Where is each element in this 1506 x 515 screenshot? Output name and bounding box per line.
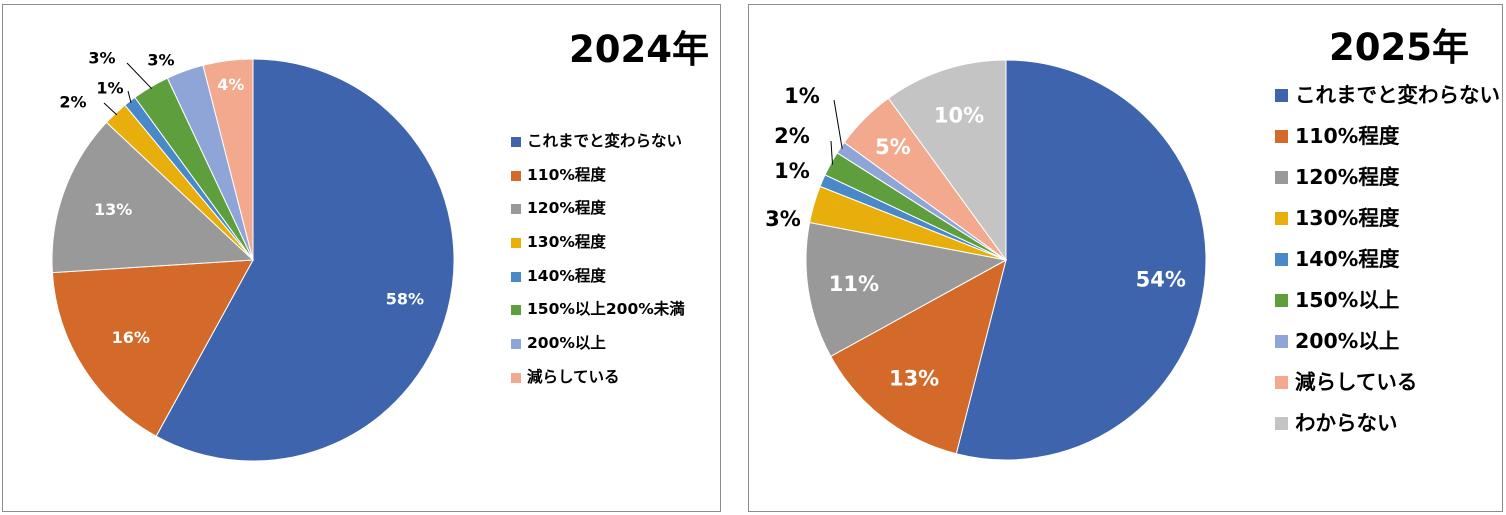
legend-swatch-2025-5 xyxy=(1275,294,1288,307)
legend-label-2025-0: これまでと変わらない xyxy=(1295,83,1500,107)
legend-swatch-2024-1 xyxy=(511,170,521,181)
legend-label-2025-5: 150%以上 xyxy=(1295,288,1400,312)
legend-label-2024-1: 110%程度 xyxy=(527,165,606,184)
legend-item-2025-7: 減らしている xyxy=(1275,368,1500,409)
data-label-2025-0: 54% xyxy=(1136,268,1186,292)
data-label-2024-0: 58% xyxy=(386,290,424,309)
data-label-2025-5: 2% xyxy=(774,124,810,148)
legend-item-2024-0: これまでと変わらない xyxy=(511,131,685,165)
pie-chart-2024: 58% 16% 13% 2% 1% 3% 3% 4% xyxy=(51,49,455,462)
legend-swatch-2025-8 xyxy=(1275,417,1288,430)
legend-label-2024-3: 130%程度 xyxy=(527,233,606,252)
data-label-2025-2: 11% xyxy=(829,272,879,296)
legend-item-2024-4: 140%程度 xyxy=(511,266,685,300)
leader-line-2024-5 xyxy=(126,62,153,90)
legend-label-2025-4: 140%程度 xyxy=(1295,247,1400,271)
legend-item-2024-2: 120%程度 xyxy=(511,198,685,232)
leader-line-2025-6 xyxy=(833,99,843,149)
legend-item-2025-4: 140%程度 xyxy=(1275,245,1500,286)
data-label-2025-8: 10% xyxy=(934,103,984,127)
data-label-2025-1: 13% xyxy=(889,367,939,391)
legend-item-2024-7: 減らしている xyxy=(511,367,685,401)
legend-label-2024-6: 200%以上 xyxy=(527,334,606,353)
legend-2025: これまでと変わらない 110%程度 120%程度 130%程度 140%程度 150%以上… xyxy=(1275,81,1500,450)
legend-2024: これまでと変わらない 110%程度 120%程度 130%程度 140%程度 150%以上… xyxy=(511,131,685,401)
legend-swatch-2024-0 xyxy=(511,137,521,147)
legend-item-2025-8: わからない xyxy=(1275,409,1500,450)
legend-swatch-2024-5 xyxy=(511,305,521,316)
pie-slice-2025-0 xyxy=(955,59,1207,461)
legend-label-2025-2: 120%程度 xyxy=(1295,165,1400,189)
data-label-2024-7: 4% xyxy=(217,75,244,94)
pie-slice-2025-1 xyxy=(830,259,1007,455)
leader-line-2025-5 xyxy=(830,140,833,165)
data-label-2025-3: 3% xyxy=(765,207,801,231)
legend-label-2025-1: 110%程度 xyxy=(1295,124,1400,148)
legend-item-2024-6: 200%以上 xyxy=(511,333,685,367)
chart-title-2024: 2024年 xyxy=(569,28,709,71)
legend-label-2025-3: 130%程度 xyxy=(1295,206,1400,230)
legend-label-2024-0: これまでと変わらない xyxy=(527,132,683,150)
pie-chart-2025: 54% 13% 11% 3% 1% 2% 1% 5% 10% xyxy=(765,59,1207,461)
chart-2025: 2025年 54% 13% 11% 3% 1% 2% 1% 5% 10% これまでと変わらない 1… xyxy=(748,4,1503,512)
legend-item-2024-3: 130%程度 xyxy=(511,232,685,266)
data-label-2025-4: 1% xyxy=(774,159,810,183)
legend-swatch-2024-3 xyxy=(511,238,521,249)
legend-swatch-2025-6 xyxy=(1275,335,1288,348)
pie-slice-2024-2 xyxy=(51,121,255,274)
legend-label-2024-2: 120%程度 xyxy=(527,199,606,218)
legend-label-2025-6: 200%以上 xyxy=(1295,329,1400,353)
legend-label-2024-5: 150%以上200%未満 xyxy=(527,300,685,319)
pie-slice-2024-0 xyxy=(155,58,455,462)
legend-swatch-2024-7 xyxy=(511,372,521,383)
legend-item-2024-1: 110%程度 xyxy=(511,165,685,199)
legend-label-2024-7: 減らしている xyxy=(527,367,620,386)
legend-item-2025-6: 200%以上 xyxy=(1275,327,1500,368)
data-label-2025-7: 5% xyxy=(875,135,911,159)
pie-slice-2024-7 xyxy=(202,58,254,261)
legend-swatch-2025-1 xyxy=(1275,130,1288,143)
legend-item-2025-0: これまでと変わらない xyxy=(1275,81,1500,122)
pie-slice-2025-8 xyxy=(887,59,1007,262)
legend-item-2025-3: 130%程度 xyxy=(1275,204,1500,245)
legend-label-2025-8: わからない xyxy=(1295,411,1398,435)
data-label-2024-1: 16% xyxy=(112,328,150,347)
legend-item-2025-5: 150%以上 xyxy=(1275,286,1500,327)
legend-swatch-2025-3 xyxy=(1275,212,1288,225)
data-label-2024-6: 3% xyxy=(147,51,174,70)
data-label-2024-3: 2% xyxy=(59,93,86,112)
legend-swatch-2025-4 xyxy=(1275,253,1288,266)
pie-slice-2025-2 xyxy=(805,221,1008,358)
pie-slice-2024-1 xyxy=(51,259,254,437)
legend-swatch-2024-2 xyxy=(511,204,521,215)
data-label-2024-4: 1% xyxy=(96,79,123,98)
legend-swatch-2024-6 xyxy=(511,339,521,350)
leader-line-2024-3 xyxy=(103,102,118,116)
legend-swatch-2025-2 xyxy=(1275,171,1288,184)
data-label-2024-2: 13% xyxy=(94,200,132,219)
legend-item-2025-1: 110%程度 xyxy=(1275,122,1500,163)
legend-swatch-2024-4 xyxy=(511,271,521,282)
legend-item-2025-2: 120%程度 xyxy=(1275,163,1500,204)
legend-swatch-2025-0 xyxy=(1275,89,1288,102)
chart-2024: 2024年 58% 16% 13% 2% 1% 3% 3% 4% これまでと変わらない 110%… xyxy=(2,4,721,512)
legend-label-2024-4: 140%程度 xyxy=(527,266,606,285)
data-label-2024-5: 3% xyxy=(88,49,115,68)
leader-line-2024-4 xyxy=(127,90,132,103)
legend-item-2024-5: 150%以上200%未満 xyxy=(511,299,685,333)
data-label-2025-6: 1% xyxy=(784,84,820,108)
chart-title-2025: 2025年 xyxy=(1329,26,1469,69)
legend-swatch-2025-7 xyxy=(1275,376,1288,389)
legend-label-2025-7: 減らしている xyxy=(1295,370,1418,394)
